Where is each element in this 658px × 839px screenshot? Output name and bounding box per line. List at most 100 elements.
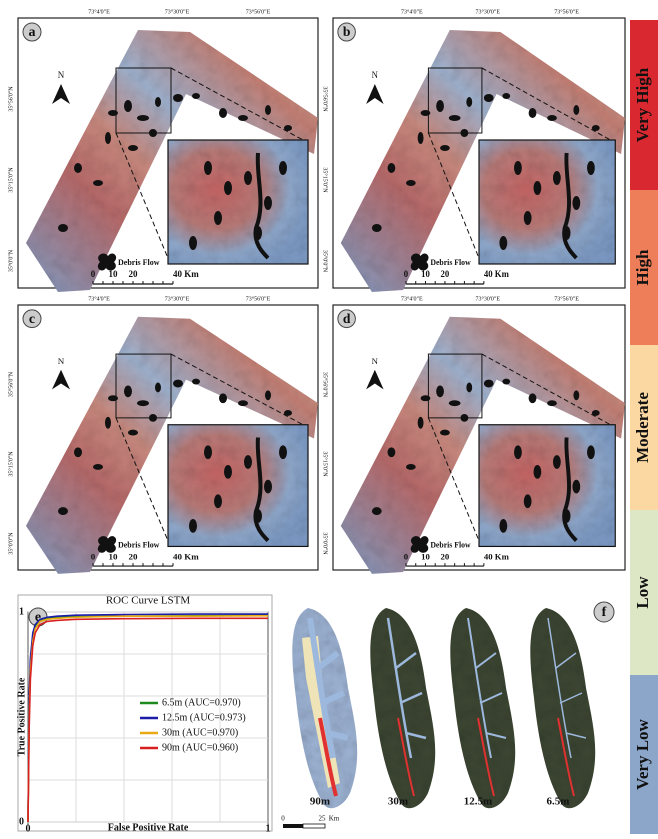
debris-flow-mark [58, 507, 68, 515]
debris-flow-mark [553, 171, 561, 185]
debris-flow-mark [514, 161, 522, 175]
debris-flow-mark [279, 161, 287, 175]
scale-label: 40 Km [484, 551, 510, 561]
debris-flow-mark [484, 94, 494, 102]
legend-label: 30m (AUC=0.970) [162, 727, 238, 738]
debris-flow-mark [219, 393, 227, 403]
debris-flow-mark [534, 181, 542, 195]
lon-label: 73°56'0"E [554, 8, 579, 15]
debris-flow-mark [204, 161, 212, 175]
scale-label: 0 [404, 269, 409, 279]
scale-label: 40 Km [484, 269, 510, 279]
scale-label: 10 [421, 551, 430, 561]
lon-label: 73°56'0"E [246, 295, 271, 302]
scale-label: 20 [129, 551, 139, 561]
debris-flow-mark [421, 395, 431, 401]
debris-flow-mark [264, 480, 272, 494]
lat-label: 35°56'0"N [7, 86, 14, 112]
debris-flow-mark [224, 181, 232, 195]
debris-flow-mark [155, 383, 161, 393]
debris-legend-label: Debris Flow [430, 540, 471, 549]
legend-label: Moderate [633, 392, 652, 463]
scale-label: 40 Km [173, 551, 199, 561]
debris-flow-mark [573, 390, 579, 400]
debris-flow-mark [418, 132, 424, 144]
lat-label: 35°56'0"N [322, 372, 329, 398]
debris-flow-mark [244, 171, 252, 185]
debris-flow-mark [372, 224, 382, 232]
debris-flow-mark [189, 236, 197, 250]
scale-label: 20 [129, 269, 139, 279]
debris-flow-mark [388, 163, 396, 173]
scale-label: 10 [421, 269, 430, 279]
x-axis-label: False Positive Rate [108, 822, 189, 833]
debris-flow-mark [238, 115, 248, 121]
debris-flow-mark [553, 455, 561, 469]
scale-label: 20 [441, 269, 450, 279]
debris-flow-mark [137, 115, 149, 121]
legend-label: 90m (AUC=0.960) [162, 742, 238, 753]
debris-flow-mark [224, 465, 232, 479]
lat-label: 35°15'0"N [7, 451, 14, 477]
debris-flow-mark [524, 494, 532, 508]
panel-label: b [343, 24, 351, 39]
lat-label: 35°0'0"N [7, 532, 14, 555]
y-axis-label: True Positive Rate [16, 677, 27, 756]
legend-label: 12.5m (AUC=0.973) [162, 712, 246, 723]
debris-flow-mark [93, 464, 103, 470]
scale-label: Km [329, 815, 340, 823]
lon-label: 73°4'0"E [88, 8, 110, 15]
debris-flow-mark [137, 400, 149, 406]
debris-flow-mark [534, 465, 542, 479]
debris-flow-mark [204, 445, 212, 459]
debris-flow-mark [572, 480, 580, 494]
scale-label: 40 Km [173, 269, 199, 279]
lon-label: 73°4'0"E [401, 295, 423, 302]
lat-label: 35°56'0"N [7, 371, 14, 397]
debris-flow-mark [529, 108, 537, 118]
panel-label: f [602, 605, 607, 620]
debris-flow-mark [238, 400, 248, 406]
debris-flow-mark [74, 447, 82, 457]
inset-texture [168, 140, 308, 264]
resolution-label: 12.5m [464, 796, 492, 808]
debris-flow-mark [192, 93, 200, 99]
lon-label: 73°4'0"E [401, 8, 423, 15]
lon-label: 73°30'0"E [475, 8, 500, 15]
debris-flow-mark [244, 455, 252, 469]
debris-flow-mark [449, 400, 461, 406]
legend-label: Very High [633, 67, 652, 142]
debris-flow-mark [128, 430, 138, 436]
debris-flow-mark [514, 445, 522, 459]
legend-label: 6.5m (AUC=0.970) [162, 697, 241, 708]
scale-label: 0 [281, 815, 285, 823]
debris-flow-mark [440, 430, 450, 436]
debris-flow-mark [388, 447, 396, 457]
scale-bar-light [303, 824, 325, 828]
debris-flow-mark [436, 385, 444, 397]
y-tick-label: 0 [19, 816, 24, 827]
debris-flow-mark [406, 180, 416, 186]
debris-flow-mark [93, 180, 103, 186]
debris-legend-label: Debris Flow [430, 258, 471, 267]
debris-flow-mark [214, 211, 222, 225]
debris-flow-mark [466, 97, 472, 107]
debris-flow-mark [499, 236, 507, 250]
legend-label: Very Low [633, 718, 652, 789]
lat-label: 35°0'0"N [7, 249, 14, 272]
debris-flow-mark [466, 383, 472, 393]
debris-flow-mark [547, 400, 557, 406]
lat-label: 35°15'0"N [322, 167, 329, 193]
debris-flow-mark [499, 519, 507, 533]
debris-legend-symbol [98, 254, 116, 271]
debris-flow-mark [502, 93, 510, 99]
debris-flow-mark [265, 105, 271, 115]
lat-label: 35°0'0"N [322, 532, 329, 555]
lon-label: 73°30'0"E [165, 8, 190, 15]
panel-label: d [343, 311, 351, 326]
resolution-label: 6.5m [547, 796, 570, 808]
debris-flow-mark [572, 196, 580, 210]
x-tick-label: 1 [266, 823, 271, 834]
debris-flow-mark [124, 385, 132, 397]
debris-legend-symbol [98, 536, 116, 553]
